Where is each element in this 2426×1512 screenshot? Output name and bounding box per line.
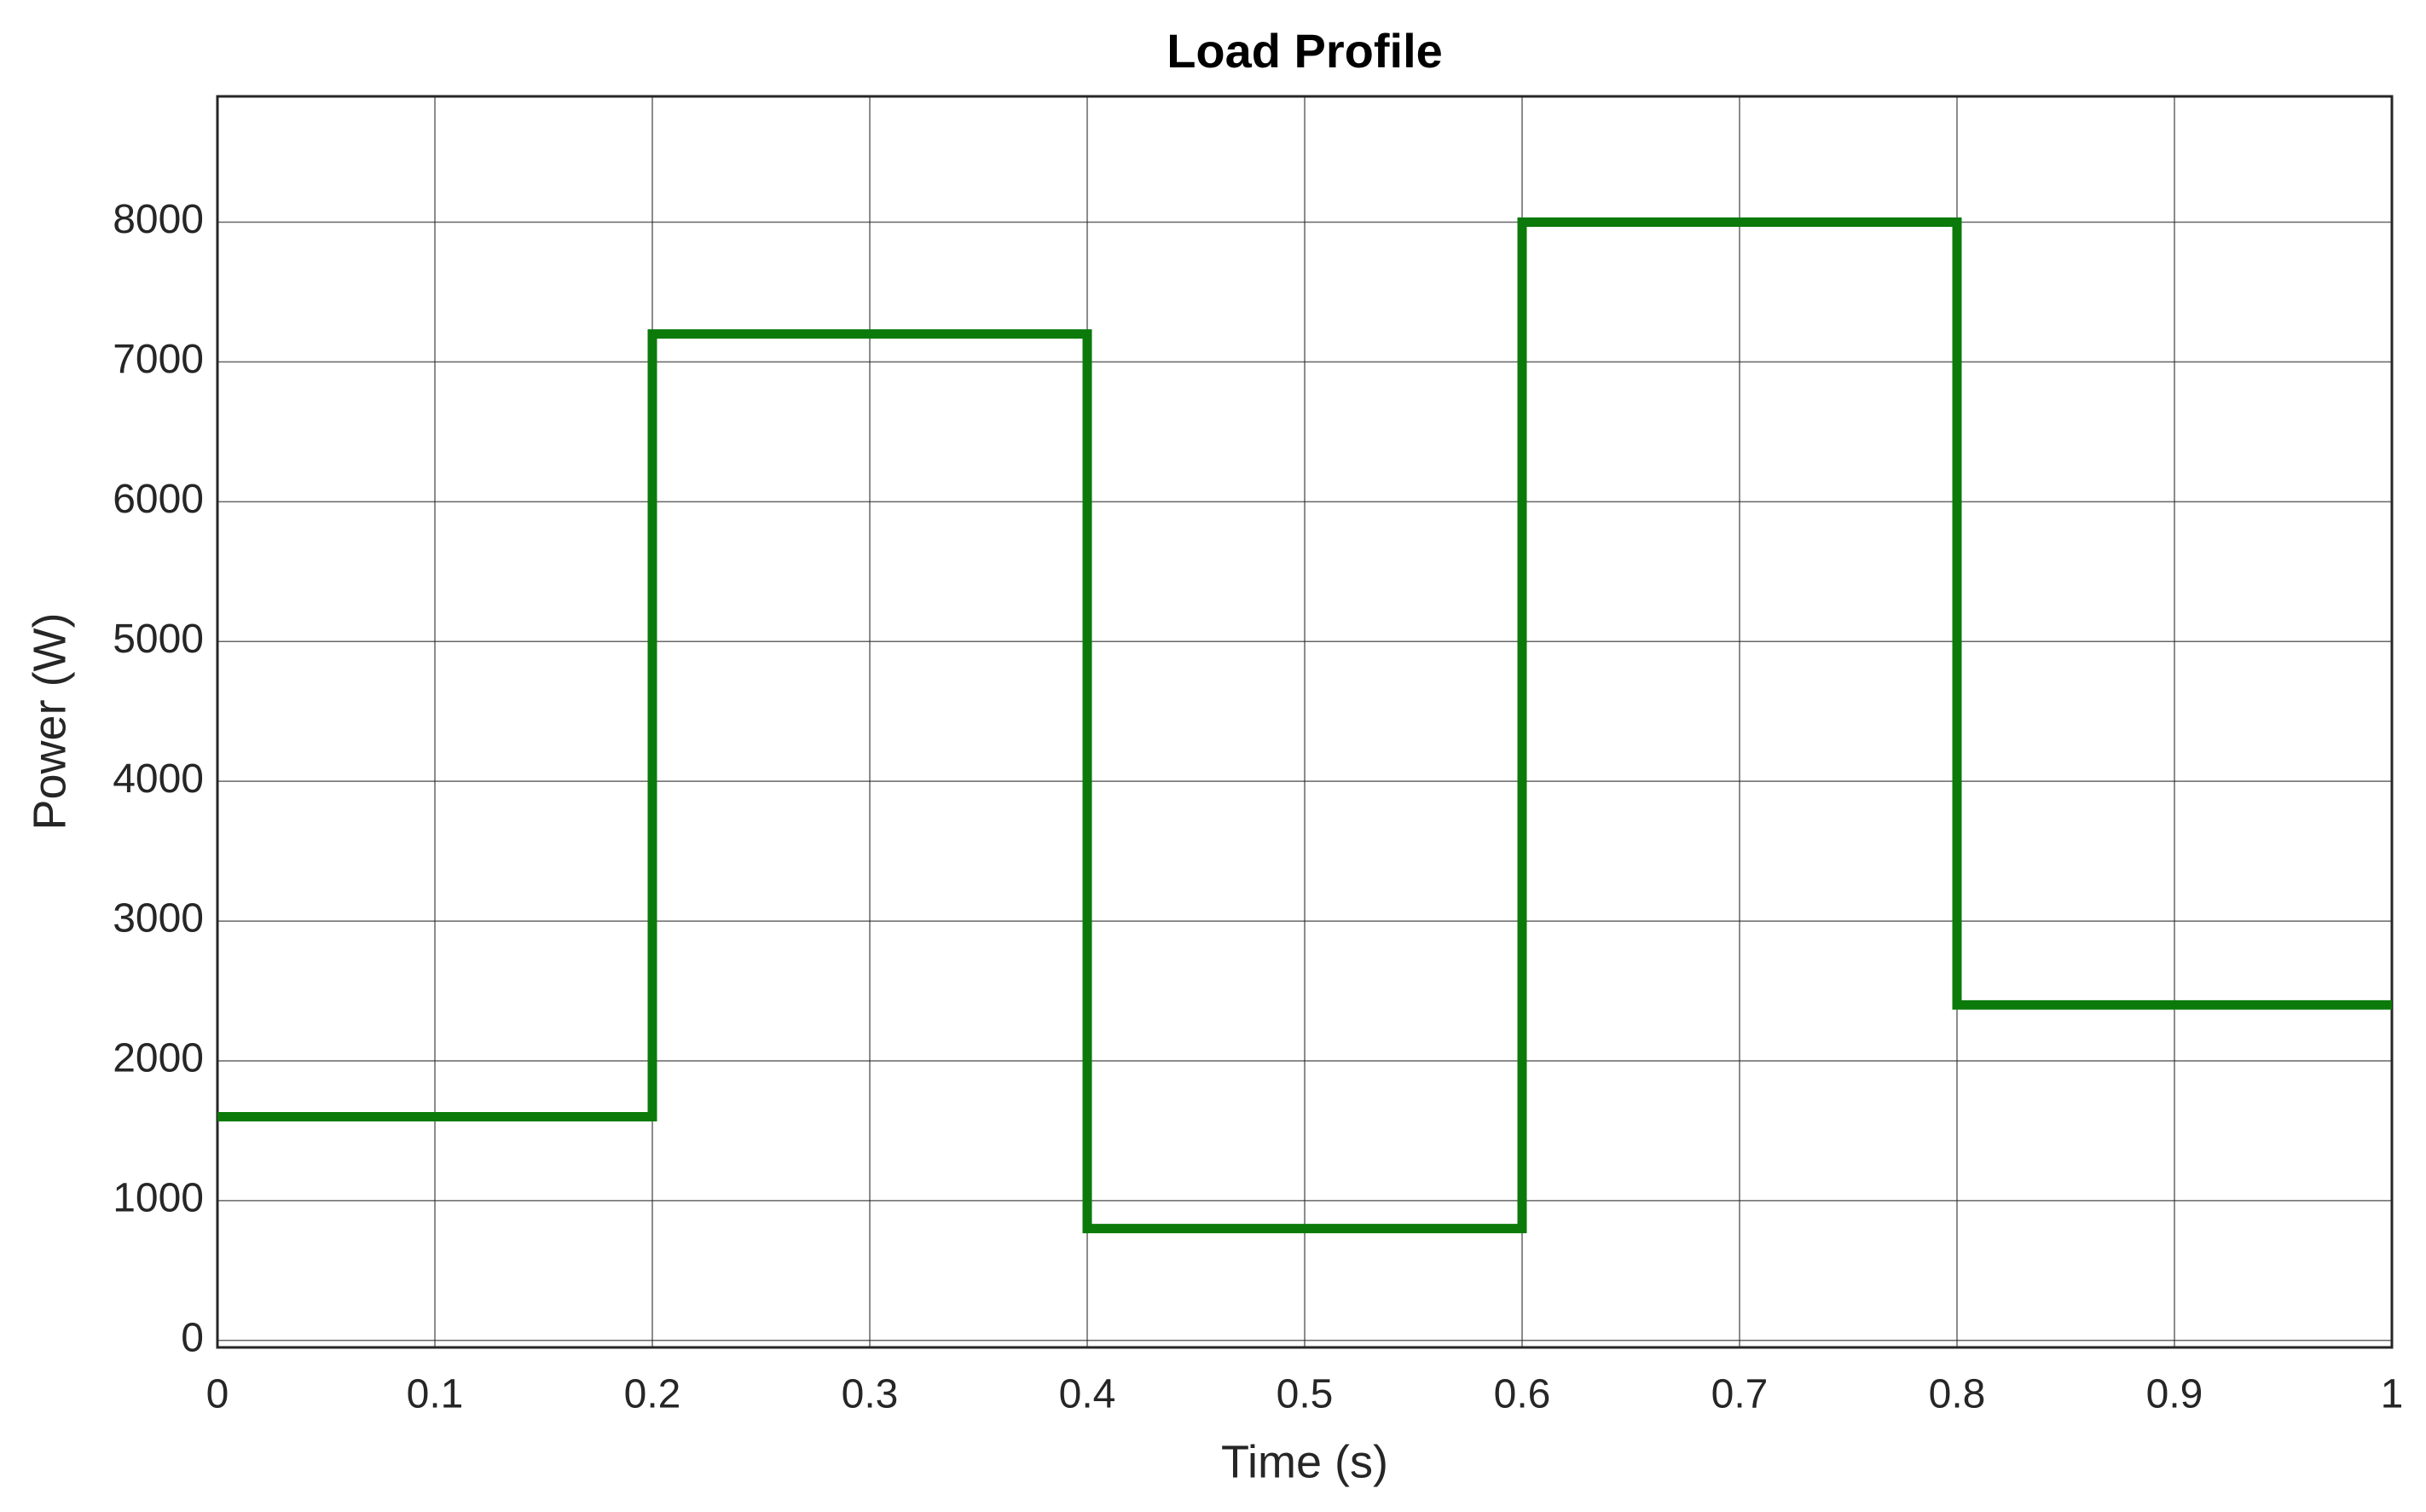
- y-tick-label: 1000: [113, 1176, 204, 1221]
- y-tick-label: 4000: [113, 756, 204, 802]
- x-tick-label: 0.6: [1494, 1372, 1551, 1417]
- x-tick-label: 0.1: [407, 1372, 464, 1417]
- y-tick-label: 8000: [113, 197, 204, 242]
- y-tick-label: 7000: [113, 337, 204, 382]
- x-tick-label: 0.4: [1059, 1372, 1116, 1417]
- x-tick-label: 0.8: [1929, 1372, 1986, 1417]
- y-tick-label: 3000: [113, 896, 204, 941]
- x-axis-label: Time (s): [1221, 1436, 1388, 1487]
- x-tick-label: 0.2: [624, 1372, 681, 1417]
- y-tick-label: 2000: [113, 1036, 204, 1081]
- line-series: [217, 217, 2392, 1234]
- y-axis-label: Power (W): [24, 613, 75, 831]
- x-tick-label: 1: [2381, 1372, 2404, 1417]
- y-tick-label: 6000: [113, 477, 204, 522]
- x-tick-label: 0: [206, 1372, 229, 1417]
- chart-title: Load Profile: [1167, 24, 1443, 78]
- y-tick-label: 5000: [113, 617, 204, 662]
- plot-frame: [216, 95, 2394, 1349]
- y-tick-label: 0: [181, 1315, 204, 1360]
- x-tick-label: 0.7: [1711, 1372, 1769, 1417]
- x-tick-label: 0.9: [2146, 1372, 2203, 1417]
- x-tick-label: 0.3: [842, 1372, 899, 1417]
- x-tick-label: 0.5: [1277, 1372, 1334, 1417]
